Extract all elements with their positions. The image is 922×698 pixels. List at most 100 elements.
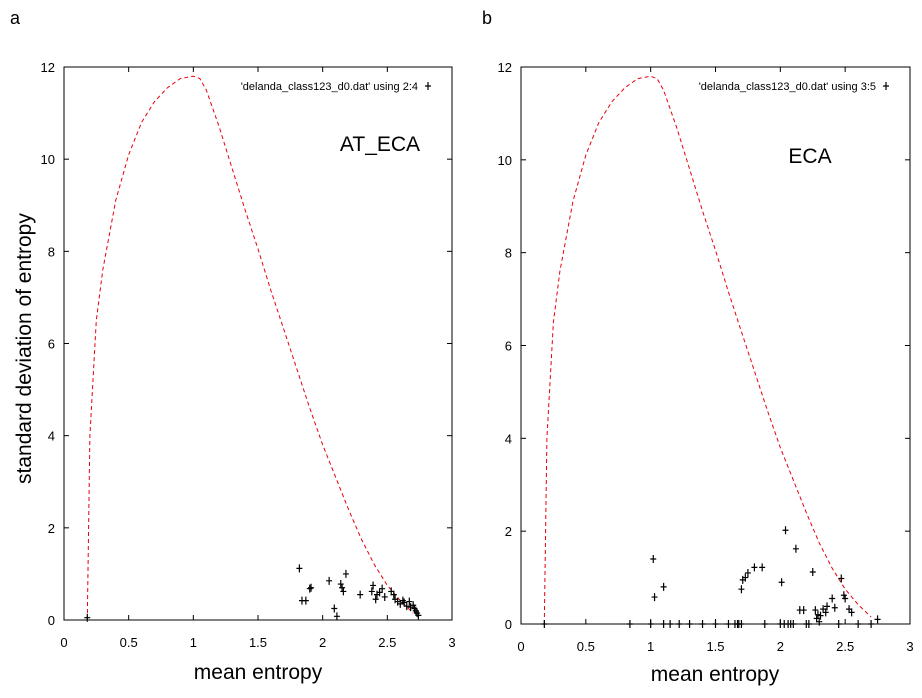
panel-b-data-point (725, 620, 732, 628)
panel-a-data-point (308, 583, 315, 592)
panel-a-data-point (339, 583, 346, 592)
panel-a-chart: 0 0.5 1 1.5 2 2.5 3 0 2 4 6 8 10 12 'delanda_class123_… (41, 60, 456, 650)
panel-b-x-tick-label: 1 (647, 639, 654, 654)
panel-a-legend-label: 'delanda_class123_d0.dat' using 2:4 (241, 81, 418, 93)
panel-b-data-point (751, 563, 758, 572)
panel-b-annotation: ECA (788, 145, 831, 168)
panel-a-x-tick-label: 0 (60, 635, 67, 650)
panel-a-annotation: AT_ECA (340, 133, 420, 156)
panel-b-x-axis-label: mean entropy (650, 663, 780, 686)
panel-a-data-point (370, 581, 377, 590)
panel-a-letter: a (10, 8, 21, 28)
panel-a-data-point (415, 611, 422, 620)
panel-b-data-point (829, 594, 836, 603)
panel-b-data-point (782, 526, 789, 535)
panel-b-x-tick-label: 0 (517, 639, 524, 654)
panel-b-x-tick-label: 3 (906, 639, 913, 654)
panel-a-x-tick-label: 2.5 (378, 635, 396, 650)
panel-b-frame (520, 66, 911, 625)
panel-b-x-tick-label: 1.5 (706, 639, 724, 654)
panel-a-data-point (342, 569, 349, 578)
panel-a-legend-marker (425, 82, 431, 90)
panel-b-data-point (647, 620, 654, 628)
panel-b-data-point (831, 603, 838, 612)
panel-a-x-axis-label: mean entropy (193, 661, 323, 684)
panel-b-data-point (660, 620, 667, 628)
panel-a-y-tick-label: 8 (48, 244, 55, 259)
panel-b-data-point (759, 563, 766, 572)
panel-a-envelope-curve (86, 75, 414, 621)
panel-b-data-point (838, 574, 845, 583)
panel-a-data-point (326, 576, 333, 585)
panel-a-y-tick-label: 12 (41, 60, 55, 75)
panel-a-data-point (379, 584, 386, 593)
panel-a-y-tick-label: 0 (48, 613, 55, 628)
panel-b-y-tick-label: 2 (505, 524, 512, 539)
panel-b-data-point (868, 620, 875, 628)
panel-b-data-point (792, 544, 799, 553)
panel-a-data-point (399, 596, 406, 605)
panel-b-y-tick-label: 12 (498, 60, 512, 75)
panel-b-envelope-curve (543, 75, 872, 625)
panel-a-data-point (331, 604, 338, 613)
panel-b-y-tick-label: 4 (505, 431, 512, 446)
panel-b-data-point (699, 620, 706, 628)
panel-a-data-point (406, 597, 413, 606)
panel-a-data-point (302, 596, 309, 605)
panel-a-data-point (296, 564, 303, 573)
panel-b-data-point (744, 568, 751, 577)
panel-a-data-point (84, 613, 91, 622)
panel-a-y-tick-label: 6 (48, 337, 55, 352)
panel-b-data-point (667, 620, 674, 628)
panel-a-data-point (372, 595, 379, 604)
panel-a-data-point (340, 587, 347, 596)
panel-b-x-tick-label: 0.5 (577, 639, 595, 654)
panel-b-data-point (842, 594, 849, 603)
panel-b-data-point (712, 620, 719, 628)
panel-a-data-point (390, 590, 397, 599)
panel-b-data-point (676, 620, 683, 628)
panel-a-data-point (306, 584, 313, 593)
panel-a-data-point (381, 592, 388, 601)
panel-b-data-point (686, 620, 693, 628)
panel-b-data-point (742, 573, 749, 582)
panel-b-y-tick-label: 8 (505, 246, 512, 261)
panel-b-data-point (812, 606, 819, 615)
panel-b-data-point (809, 568, 816, 577)
panel-b-data-point (874, 615, 881, 624)
panel-b-data-point (778, 578, 785, 587)
panel-a-x-tick-label: 0.5 (120, 635, 138, 650)
panel-b-data-point (541, 620, 548, 628)
panel-b-y-tick-label: 0 (505, 617, 512, 632)
panel-b-data-point (800, 606, 807, 615)
panel-a-x-tick-label: 1.5 (249, 635, 267, 650)
panel-b-y-tick-label: 10 (498, 153, 512, 168)
panel-a-x-tick-label: 2 (319, 635, 326, 650)
panel-b-letter: b (482, 8, 493, 28)
panel-b-data-point (824, 602, 831, 611)
panel-b-data-point (626, 620, 633, 628)
panel-b-chart: 0 0.5 1 1.5 2 2.5 3 0 2 4 6 8 10 12 'delanda_class123_… (498, 60, 914, 654)
panel-a-data-point (333, 612, 340, 621)
panel-b-data-point (790, 620, 797, 628)
panel-b-data-point (816, 617, 823, 626)
panel-a-data-point (357, 590, 364, 599)
panel-b-legend-label: 'delanda_class123_d0.dat' using 3:5 (699, 81, 876, 93)
panel-a-data-point (403, 602, 410, 611)
panel-b-x-tick-label: 2 (777, 639, 784, 654)
panel-b-x-tick-label: 2.5 (836, 639, 854, 654)
panel-b-data-point (817, 611, 824, 620)
panel-b-data-point (660, 582, 667, 591)
panel-b-data-point (805, 620, 812, 628)
panel-a-y-tick-label: 2 (48, 521, 55, 536)
panel-b-data-point (848, 608, 855, 617)
panel-a-x-tick-label: 3 (448, 635, 455, 650)
panel-b-data-point (738, 620, 745, 628)
panel-a-y-tick-label: 4 (48, 429, 55, 444)
panel-b-data-point (835, 620, 842, 628)
panel-b-data-point (855, 620, 862, 628)
panel-b-data-point (822, 608, 829, 617)
panel-b-legend-marker (883, 82, 889, 90)
